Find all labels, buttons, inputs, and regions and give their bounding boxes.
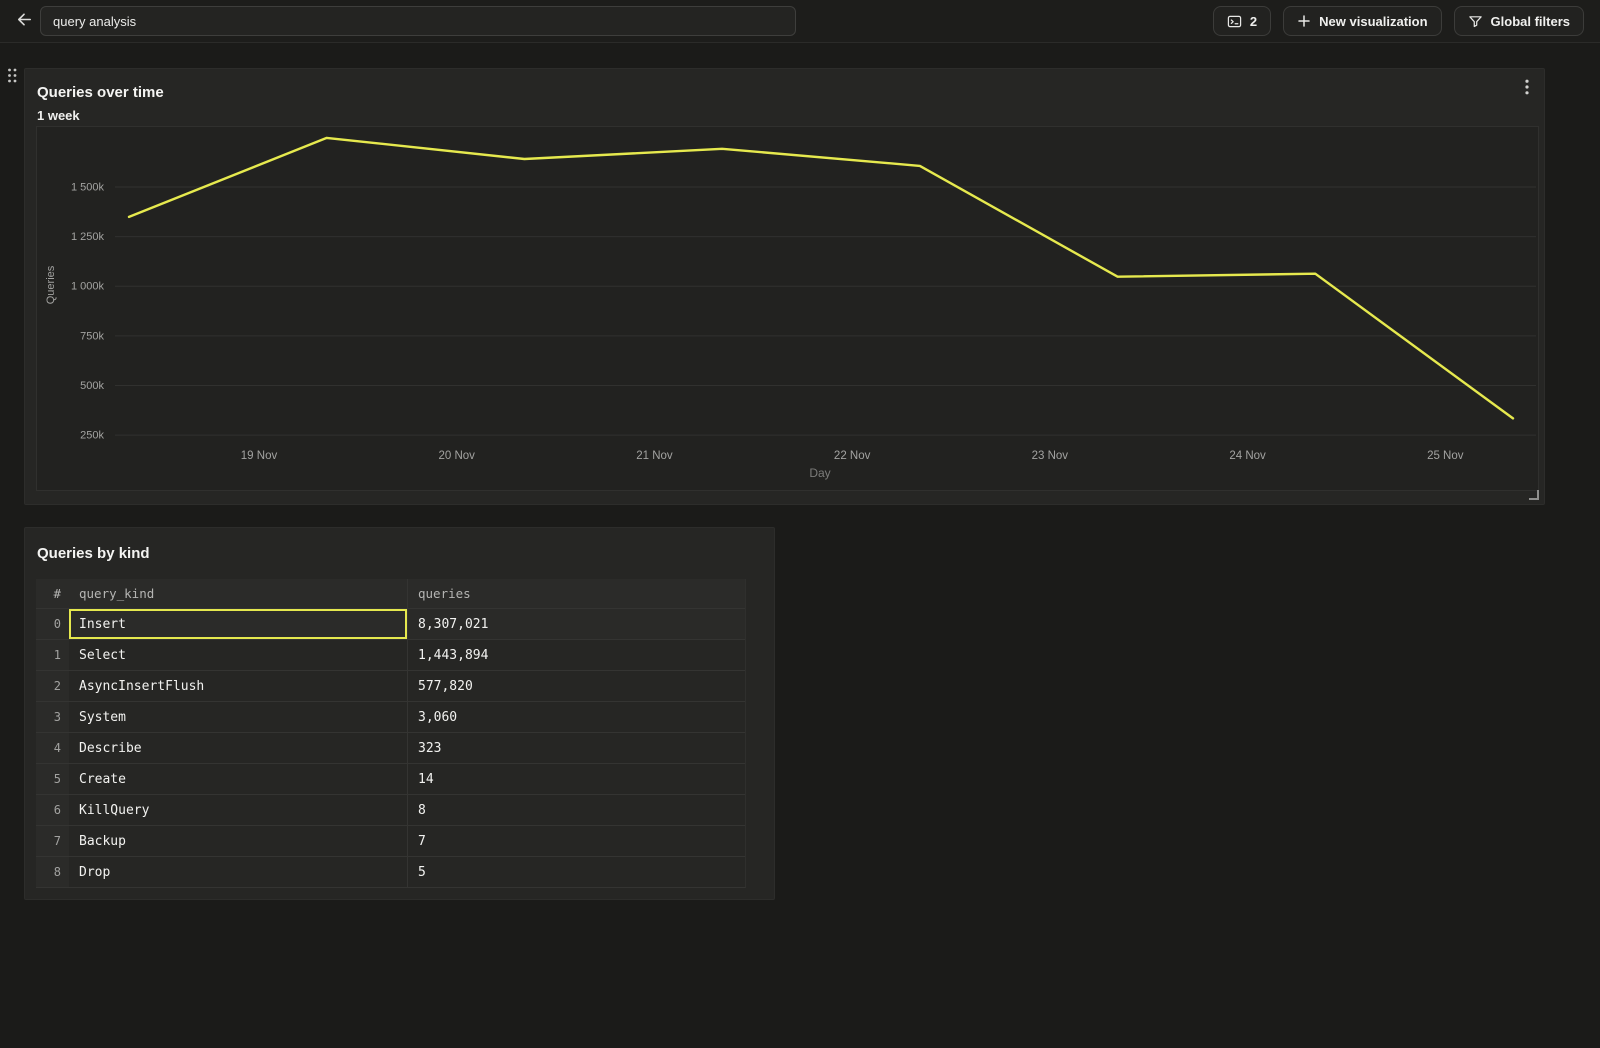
table-title: Queries by kind <box>37 545 150 562</box>
table-row: 4Describe323 <box>36 732 745 763</box>
table-row: 0Insert8,307,021 <box>36 608 745 639</box>
dashboard-title-input[interactable] <box>40 6 796 36</box>
global-filters-button[interactable]: Global filters <box>1454 6 1584 36</box>
svg-text:21 Nov: 21 Nov <box>636 450 673 462</box>
chart-title: Queries over time <box>37 84 164 101</box>
svg-text:500k: 500k <box>80 380 104 392</box>
svg-text:24 Nov: 24 Nov <box>1229 450 1266 462</box>
row-index-cell: 0 <box>36 609 69 639</box>
plus-icon <box>1297 14 1311 28</box>
console-window-icon <box>1227 14 1242 29</box>
query-kind-cell[interactable]: KillQuery <box>69 795 408 825</box>
table-row: 6KillQuery8 <box>36 794 745 825</box>
back-button[interactable] <box>10 8 38 36</box>
queries-value-cell[interactable]: 7 <box>408 826 745 856</box>
svg-text:22 Nov: 22 Nov <box>834 450 871 462</box>
table-row: 8Drop5 <box>36 856 745 887</box>
queries-value-cell[interactable]: 1,443,894 <box>408 640 745 670</box>
row-index-cell: 3 <box>36 702 69 732</box>
svg-text:1 000k: 1 000k <box>71 281 105 293</box>
card-menu-button[interactable] <box>1518 79 1536 99</box>
line-chart-plot[interactable]: 250k 500k 750k 1 000k 1 250k 1 500k 19 Nov 20 N… <box>36 126 1539 491</box>
row-index-cell: 5 <box>36 764 69 794</box>
row-index-cell: 2 <box>36 671 69 701</box>
svg-text:Queries: Queries <box>45 265 57 304</box>
column-header-query-kind[interactable]: query_kind <box>69 579 408 608</box>
svg-text:Day: Day <box>809 466 830 480</box>
top-bar: 2 New visualization Global filters <box>0 0 1600 43</box>
queries-value-cell[interactable]: 8 <box>408 795 745 825</box>
table-row: 2AsyncInsertFlush577,820 <box>36 670 745 701</box>
column-header-index: # <box>36 579 69 608</box>
query-kind-cell[interactable]: Create <box>69 764 408 794</box>
queries-value-cell[interactable]: 577,820 <box>408 671 745 701</box>
queries-value-cell[interactable]: 5 <box>408 857 745 887</box>
new-visualization-label: New visualization <box>1319 14 1427 29</box>
new-visualization-button[interactable]: New visualization <box>1283 6 1441 36</box>
svg-text:19 Nov: 19 Nov <box>241 450 278 462</box>
row-index-cell: 4 <box>36 733 69 763</box>
svg-text:20 Nov: 20 Nov <box>438 450 475 462</box>
global-filters-label: Global filters <box>1491 14 1570 29</box>
queries-over-time-card: Queries over time 1 week 250k 500k 750k 1 0… <box>24 68 1545 505</box>
row-index-cell: 6 <box>36 795 69 825</box>
queries-line-chart[interactable]: 250k 500k 750k 1 000k 1 250k 1 500k 19 Nov 20 N… <box>37 127 1538 490</box>
svg-text:25 Nov: 25 Nov <box>1427 450 1464 462</box>
arrow-left-icon <box>15 10 34 34</box>
panels-count-label: 2 <box>1250 14 1257 29</box>
queries-value-cell[interactable]: 323 <box>408 733 745 763</box>
svg-text:1 250k: 1 250k <box>71 231 105 243</box>
svg-text:23 Nov: 23 Nov <box>1032 450 1069 462</box>
queries-series-line <box>129 138 1513 419</box>
row-index-cell: 1 <box>36 640 69 670</box>
query-kind-cell[interactable]: Drop <box>69 857 408 887</box>
chart-subtitle: 1 week <box>37 108 80 123</box>
panels-count-button[interactable]: 2 <box>1213 6 1271 36</box>
table-row: 1Select1,443,894 <box>36 639 745 670</box>
table-row: 5Create14 <box>36 763 745 794</box>
queries-value-cell[interactable]: 14 <box>408 764 745 794</box>
query-kind-cell[interactable]: AsyncInsertFlush <box>69 671 408 701</box>
queries-by-kind-card: Queries by kind # query_kind queries 0In… <box>24 527 775 900</box>
query-kind-cell[interactable]: Backup <box>69 826 408 856</box>
svg-text:750k: 750k <box>80 330 104 342</box>
drag-dots-icon[interactable] <box>6 67 22 85</box>
funnel-icon <box>1468 14 1483 29</box>
svg-text:250k: 250k <box>80 430 104 442</box>
row-index-cell: 7 <box>36 826 69 856</box>
queries-value-cell[interactable]: 8,307,021 <box>408 609 745 639</box>
table-row: 7Backup7 <box>36 825 745 856</box>
resize-corner-icon[interactable] <box>1529 490 1539 500</box>
row-index-cell: 8 <box>36 857 69 887</box>
topbar-actions: 2 New visualization Global filters <box>1213 6 1584 36</box>
query-kind-cell[interactable]: Select <box>69 640 408 670</box>
queries-value-cell[interactable]: 3,060 <box>408 702 745 732</box>
table-row: 3System3,060 <box>36 701 745 732</box>
query-kind-cell[interactable]: System <box>69 702 408 732</box>
queries-by-kind-table: # query_kind queries 0Insert8,307,0211Se… <box>36 579 746 888</box>
svg-text:1 500k: 1 500k <box>71 181 105 193</box>
column-header-queries[interactable]: queries <box>408 579 745 608</box>
query-kind-cell[interactable]: Insert <box>69 609 408 639</box>
kebab-vertical-icon <box>1525 79 1529 100</box>
dashboard-screen: 2 New visualization Global filters <box>0 0 1600 1048</box>
table-header-row: # query_kind queries <box>36 579 745 608</box>
query-kind-cell[interactable]: Describe <box>69 733 408 763</box>
